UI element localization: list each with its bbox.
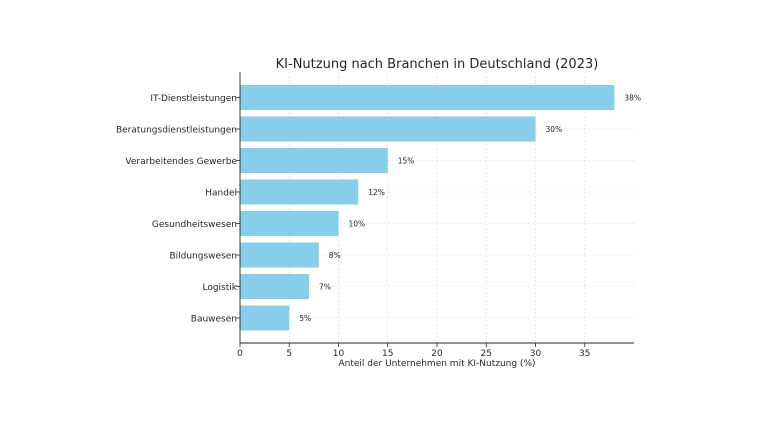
bar-gesundheitswesen xyxy=(240,211,339,236)
data-label: 7% xyxy=(319,283,331,292)
label-layer: IT-Dienstleistungen 38% Beratungsdienstlei… xyxy=(116,94,641,325)
bar-bauwesen xyxy=(240,305,290,331)
data-label: 38% xyxy=(624,94,641,103)
y-tick-label: Handel xyxy=(205,189,237,199)
y-tick-label: Verarbeitendes Gewerbe xyxy=(125,157,237,167)
x-tick-label: 5 xyxy=(286,349,292,359)
axis-layer: 0 5 10 15 20 25 30 35 xyxy=(236,72,634,359)
data-label: 30% xyxy=(546,125,563,134)
y-tick-label: Bauwesen xyxy=(191,315,237,325)
bar-layer xyxy=(240,85,615,331)
grid-layer xyxy=(240,72,634,343)
bar-bildungswesen xyxy=(240,242,319,268)
x-axis-label: Anteil der Unternehmen mit KI-Nutzung (%… xyxy=(338,359,535,369)
bar-it-dienstleistungen xyxy=(240,85,615,110)
data-label: 10% xyxy=(349,220,366,229)
x-tick-label: 10 xyxy=(333,349,345,359)
bar-handel xyxy=(240,179,359,205)
data-label: 8% xyxy=(329,251,341,260)
chart-title: KI-Nutzung nach Branchen in Deutschland … xyxy=(276,57,599,72)
y-tick-label: Logistik xyxy=(202,283,237,293)
bar-verarbeitendes gewerbe xyxy=(240,148,388,173)
y-tick-label: Gesundheitswesen xyxy=(152,220,237,230)
x-tick-label: 0 xyxy=(237,349,243,359)
x-tick-label: 20 xyxy=(431,349,443,359)
y-tick-label: IT-Dienstleistungen xyxy=(150,94,237,104)
data-label: 5% xyxy=(299,314,311,323)
bar-logistik xyxy=(240,274,309,299)
data-label: 15% xyxy=(398,157,415,166)
x-tick-label: 25 xyxy=(481,349,492,359)
x-tick-label: 30 xyxy=(530,349,542,359)
data-label: 12% xyxy=(368,188,385,197)
x-tick-label: 15 xyxy=(382,349,393,359)
y-tick-label: Beratungsdienstleistungen xyxy=(116,126,237,136)
y-tick-label: Bildungswesen xyxy=(169,252,237,262)
x-tick-label: 35 xyxy=(579,349,590,359)
bar-beratungsdienstleistungen xyxy=(240,116,536,142)
